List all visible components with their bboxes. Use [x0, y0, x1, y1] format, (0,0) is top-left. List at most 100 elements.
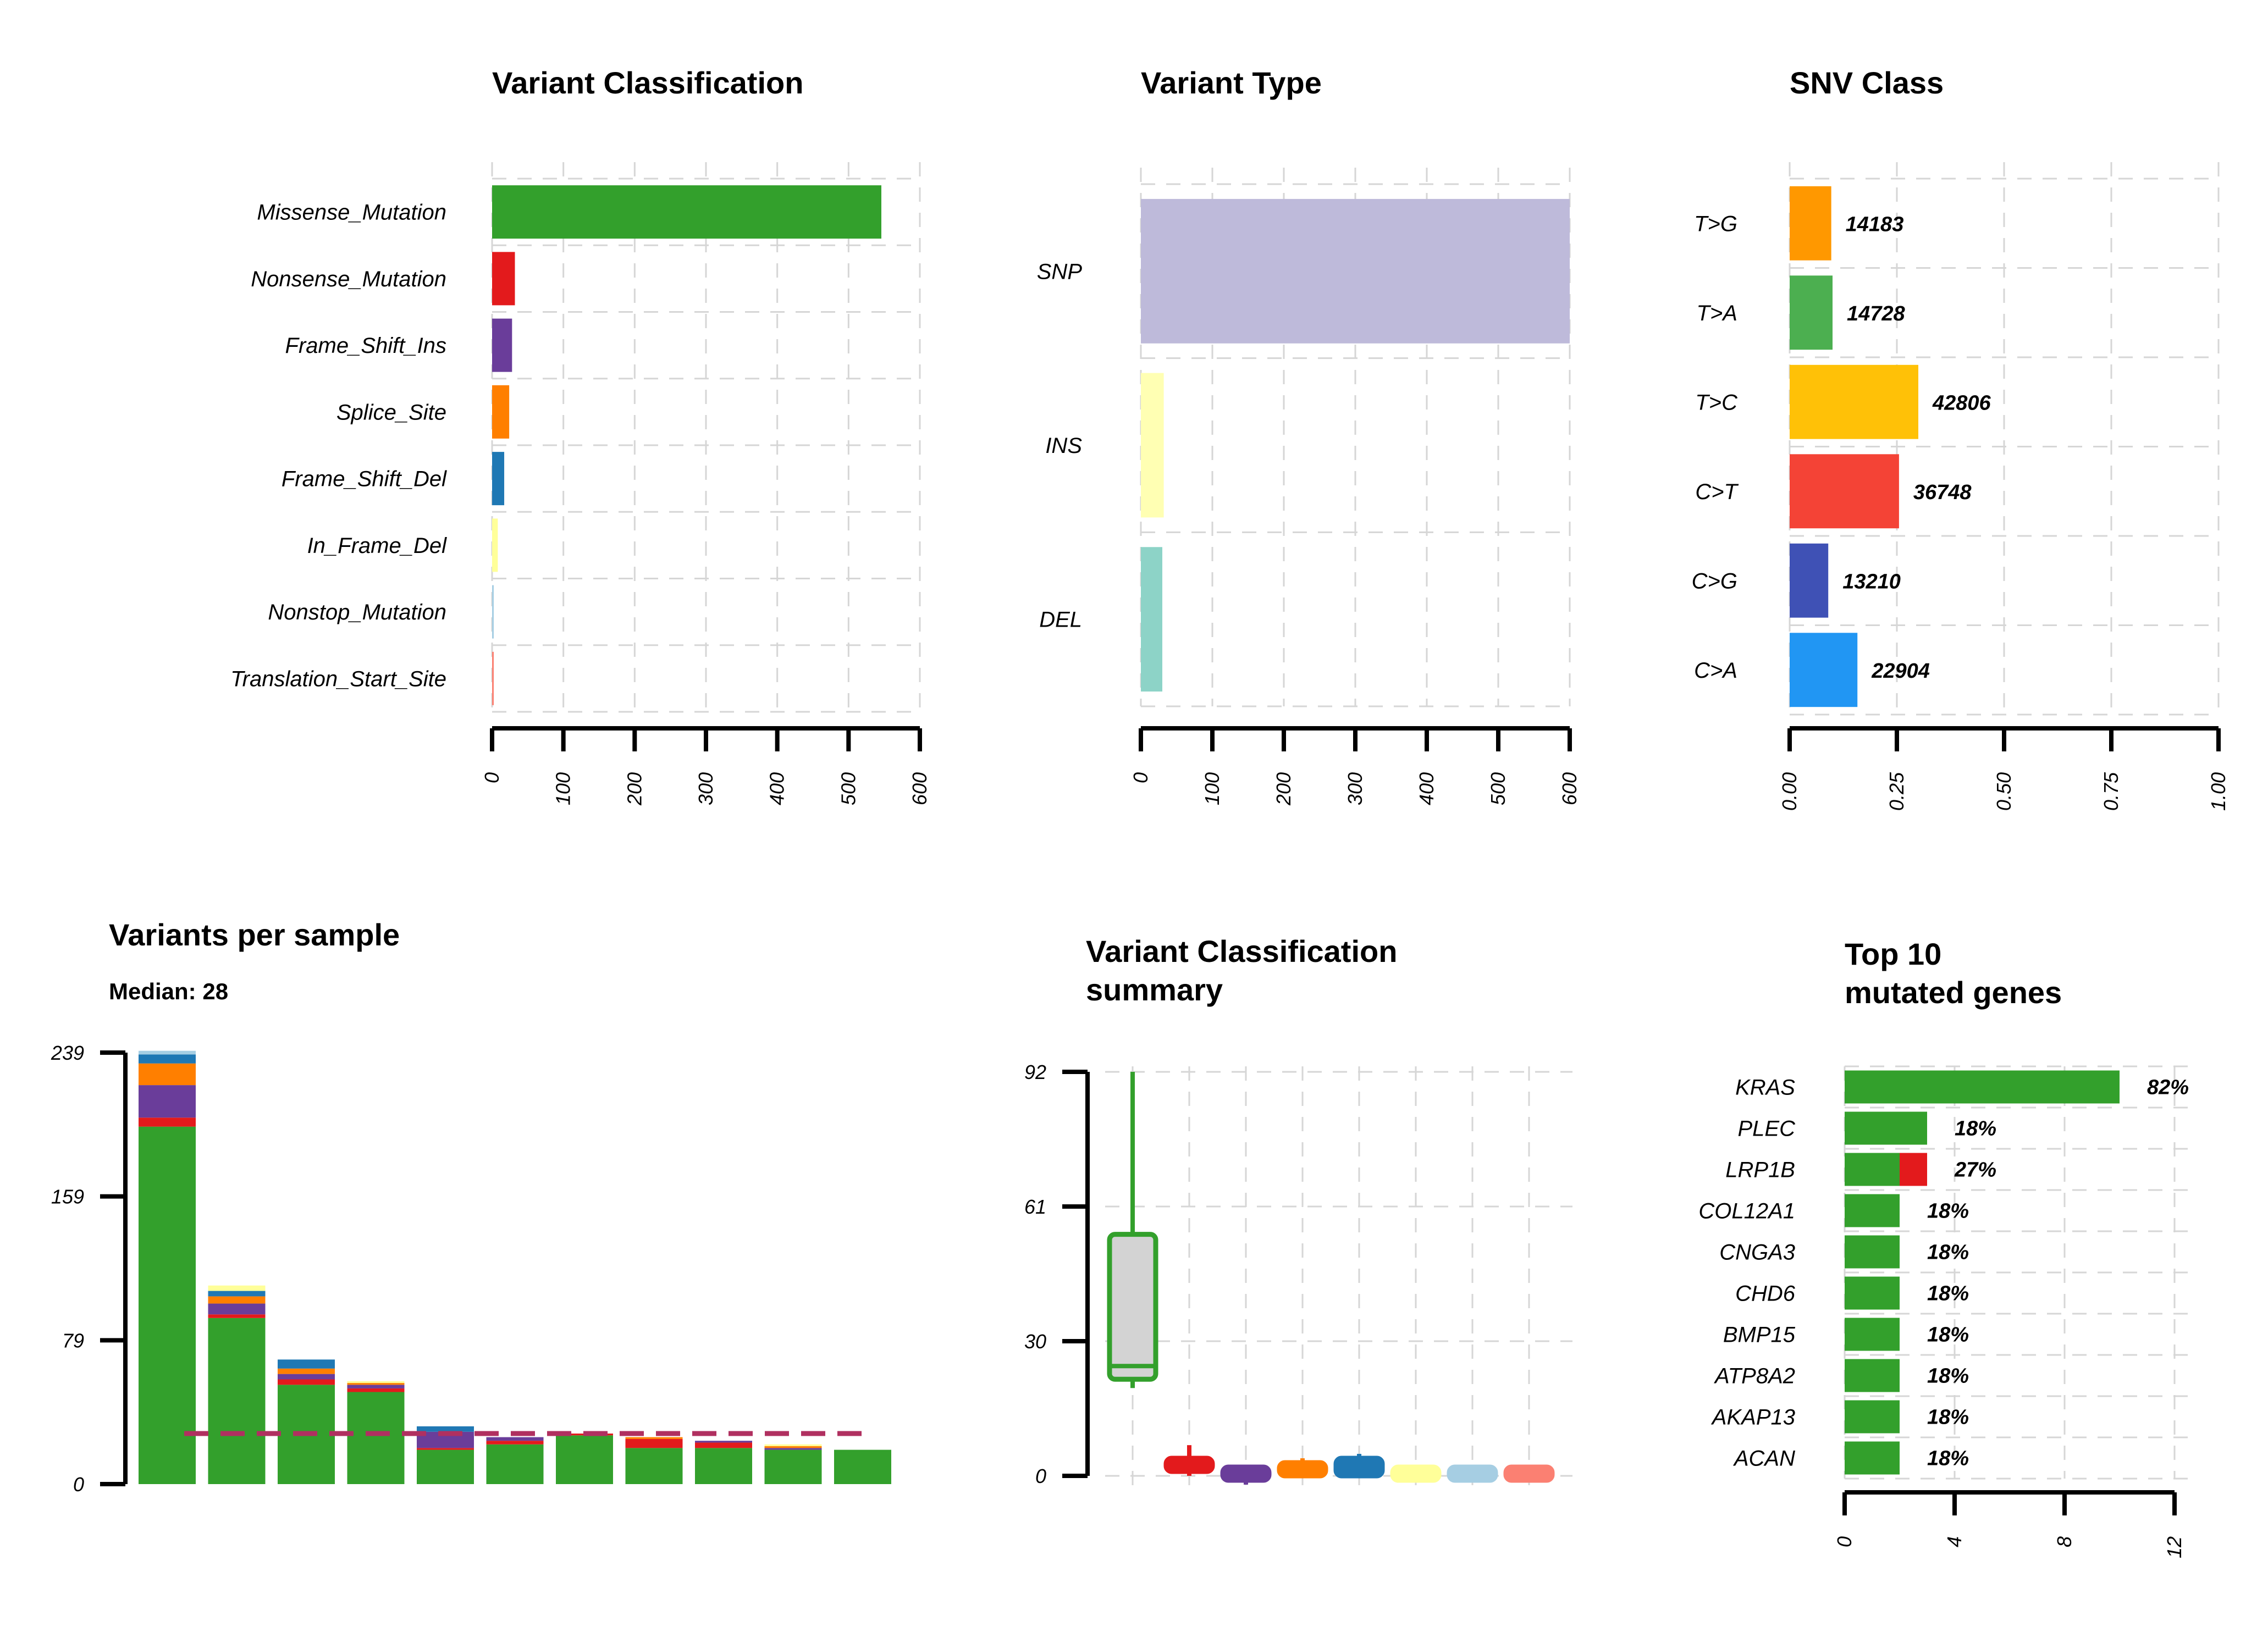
sample-bar-segment: [625, 1448, 683, 1484]
sample-bar-segment: [347, 1383, 405, 1385]
sample-bar-segment: [208, 1303, 266, 1315]
category-label: INS: [1045, 434, 1082, 458]
variant-classification-panel: Variant Classification Missense_Mutation…: [230, 65, 931, 806]
bar-in-frame-del: [492, 518, 498, 572]
x-tick-label: 0.50: [1993, 772, 2015, 811]
sample-bar-segment: [278, 1374, 335, 1380]
x-tick-label: 4: [1943, 1536, 1966, 1547]
gene-percent-label: 18%: [1927, 1365, 1969, 1388]
sample-bar-segment: [625, 1437, 683, 1439]
x-tick-label: 0: [481, 772, 503, 783]
sample-bar-segment: [695, 1442, 752, 1448]
category-label: T>C: [1695, 390, 1738, 414]
category-label: T>G: [1694, 212, 1737, 236]
bar-nonstop-mutation: [492, 585, 494, 639]
bar-value-label: 22904: [1871, 660, 1930, 683]
gene-bar-segment: [1845, 1153, 1900, 1186]
gene-percent-label: 18%: [1927, 1406, 1969, 1429]
category-label: T>A: [1697, 301, 1737, 325]
sample-bar-segment: [764, 1449, 822, 1484]
x-tick-label: 1.00: [2207, 772, 2230, 811]
bar-c-a: [1790, 633, 1858, 707]
category-label: C>A: [1694, 659, 1737, 683]
x-tick-label: 500: [1487, 772, 1509, 805]
bar-nonsense-mutation: [492, 252, 515, 306]
sample-bar-segment: [556, 1435, 613, 1484]
top-genes-title-line1: Top 10: [1845, 937, 1941, 971]
gene-label: CNGA3: [1719, 1241, 1795, 1265]
sample-bar-segment: [278, 1368, 335, 1374]
x-tick-label: 600: [1558, 772, 1581, 805]
x-tick-label: 200: [1272, 772, 1295, 806]
gene-label: PLEC: [1738, 1117, 1796, 1141]
gene-bar-segment: [1900, 1153, 1927, 1186]
gene-percent-label: 18%: [1927, 1282, 1969, 1305]
gene-label: LRP1B: [1725, 1158, 1795, 1182]
bar-value-label: 14183: [1846, 213, 1904, 236]
y-tick-label: 159: [51, 1186, 84, 1208]
x-tick-label: 0.25: [1885, 772, 1908, 811]
median-subtitle: Median: 28: [109, 978, 228, 1004]
category-label: Frame_Shift_Ins: [285, 334, 446, 358]
bar-c-g: [1790, 543, 1829, 618]
category-label: Missense_Mutation: [257, 201, 446, 225]
variant-type-title: Variant Type: [1141, 65, 1322, 100]
category-label: Frame_Shift_Del: [282, 467, 447, 491]
y-tick-label: 239: [51, 1042, 84, 1064]
bar-value-label: 42806: [1932, 391, 1991, 414]
gene-bar-segment: [1845, 1359, 1900, 1392]
x-tick-label: 0.75: [2100, 772, 2122, 811]
x-tick-label: 400: [1415, 772, 1438, 805]
gene-label: CHD6: [1735, 1282, 1796, 1306]
gene-bar-segment: [1845, 1441, 1900, 1475]
sample-bar-segment: [139, 1054, 196, 1064]
variant-classification-summary-panel: Variant Classification summary 0 30 61 92: [1024, 934, 1572, 1487]
sample-bar-segment: [347, 1381, 405, 1384]
sample-bar-segment: [139, 1050, 196, 1055]
category-label: SNP: [1037, 259, 1083, 284]
sample-bar-segment: [764, 1444, 822, 1447]
sample-bar-segment: [139, 1126, 196, 1484]
vc-summary-title-line2: summary: [1086, 972, 1223, 1007]
top-mutated-genes-panel: Top 10 mutated genes KRAS 82% PLEC 18% LRP1B…: [1698, 937, 2197, 1558]
x-tick-label: 0: [1129, 772, 1152, 783]
snv-class-panel: SNV Class T>G 14183 T>A 14728 T>C 42806 C>T 367…: [1692, 65, 2230, 811]
bar-splice-site: [492, 385, 510, 439]
sample-bar-segment: [625, 1438, 683, 1448]
category-label: C>G: [1692, 569, 1737, 593]
variants-per-sample-panel: Variants per sample Median: 28 0 79 159 239: [51, 917, 891, 1496]
sample-bar-segment: [347, 1385, 405, 1388]
gene-percent-label: 18%: [1927, 1241, 1969, 1264]
snv-class-title: SNV Class: [1790, 65, 1944, 100]
y-tick-label: 92: [1024, 1061, 1046, 1083]
vc-summary-title-line1: Variant Classification: [1086, 934, 1397, 969]
gene-bar-segment: [1845, 1070, 2120, 1104]
category-label: In_Frame_Del: [307, 534, 448, 558]
gene-bar-segment: [1845, 1194, 1900, 1227]
sample-bar-segment: [764, 1446, 822, 1448]
y-tick-label: 0: [1035, 1465, 1046, 1487]
sample-bar-segment: [486, 1444, 544, 1484]
sample-bar-segment: [208, 1314, 266, 1318]
y-tick-label: 0: [73, 1473, 84, 1496]
gene-bar-segment: [1845, 1276, 1900, 1310]
bar-t-a: [1790, 275, 1833, 350]
sample-bar-segment: [347, 1388, 405, 1392]
sample-bar-segment: [695, 1448, 752, 1484]
sample-bar-segment: [208, 1318, 266, 1484]
x-tick-label: 0: [1833, 1536, 1856, 1547]
gene-label: BMP15: [1723, 1323, 1796, 1347]
sample-bar-segment: [208, 1285, 266, 1291]
top-genes-title-line2: mutated genes: [1845, 975, 2062, 1010]
gene-percent-label: 18%: [1927, 1200, 1969, 1223]
bar-frame-shift-del: [492, 452, 505, 506]
x-tick-label: 600: [908, 772, 931, 805]
gene-label: KRAS: [1735, 1076, 1795, 1100]
variants-per-sample-title: Variants per sample: [109, 917, 400, 952]
x-tick-label: 200: [623, 772, 645, 806]
category-label: Translation_Start_Site: [230, 667, 446, 691]
bar-value-label: 13210: [1842, 570, 1901, 593]
sample-bar-segment: [139, 1085, 196, 1118]
gene-bar-segment: [1845, 1318, 1900, 1351]
